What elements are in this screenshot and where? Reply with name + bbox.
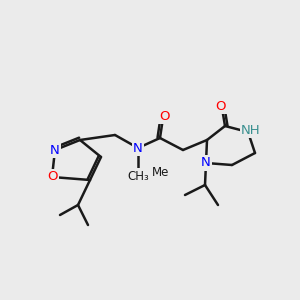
Text: CH₃: CH₃ (127, 169, 149, 182)
Text: O: O (47, 170, 57, 184)
Text: N: N (201, 157, 211, 169)
Text: O: O (160, 110, 170, 122)
Text: O: O (215, 100, 225, 112)
Text: Me: Me (152, 167, 169, 179)
Text: N: N (133, 142, 143, 154)
Text: N: N (50, 143, 60, 157)
Text: NH: NH (241, 124, 261, 136)
